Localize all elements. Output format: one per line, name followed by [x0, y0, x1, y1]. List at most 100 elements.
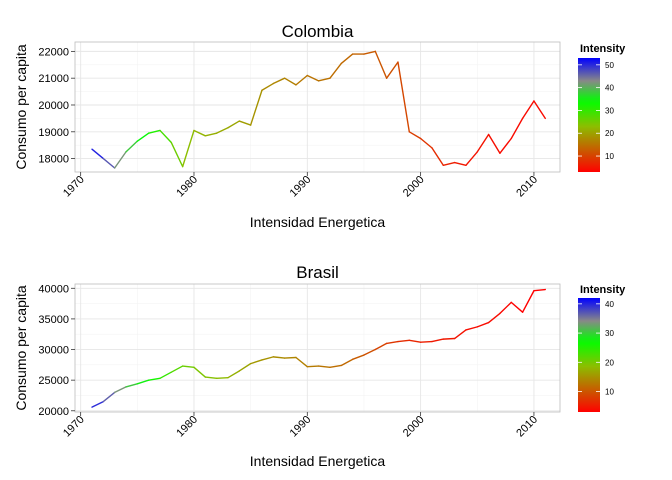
- y-tick-label: 40000: [38, 283, 69, 295]
- y-axis-title: Consumo per capita: [13, 285, 29, 411]
- series-line-segment: [408, 131, 422, 140]
- series-line-segment: [487, 312, 501, 324]
- series-line-segment: [419, 137, 433, 149]
- chart-panel-1: 18000 19000 20000 21000 22000 1970 1980 1990 200…: [13, 22, 626, 230]
- series-line-segment: [476, 321, 490, 328]
- x-tick-label: 2010: [514, 414, 540, 440]
- series-line-segment: [533, 288, 546, 292]
- x-tick-label: 2000: [401, 174, 427, 200]
- series-line-segment: [215, 377, 229, 380]
- series-line-segment: [136, 132, 150, 142]
- legend-colorbar: [578, 58, 600, 172]
- chart-title: Brasil: [296, 263, 339, 282]
- legend-title: Intensity: [580, 284, 626, 296]
- y-tick-label: 19000: [38, 127, 69, 139]
- series-line-segment: [204, 132, 218, 137]
- series-line-segment: [136, 379, 150, 385]
- x-tick-label: 1990: [288, 414, 314, 440]
- series-line-segment: [227, 120, 241, 129]
- series-line-segment: [431, 338, 444, 343]
- chart-title: Colombia: [282, 22, 354, 41]
- series-line-segment: [317, 365, 331, 368]
- series-line-segment: [374, 342, 388, 351]
- legend-colorbar: [578, 298, 600, 412]
- y-tick-label: 20000: [38, 406, 69, 418]
- y-tick-label: 30000: [38, 345, 69, 357]
- series-line-segment: [306, 74, 320, 82]
- series-line-segment: [465, 151, 478, 166]
- series-line-segment: [261, 356, 275, 361]
- series-line-segment: [329, 62, 342, 79]
- series-line-segment: [170, 141, 184, 168]
- series-line-segment: [431, 147, 444, 166]
- series-line-segment: [295, 356, 309, 368]
- y-tick-label: 20000: [38, 100, 69, 112]
- series-line-segment: [91, 400, 105, 408]
- series-line-segment: [317, 77, 331, 82]
- series-line-segment: [215, 127, 229, 134]
- x-tick-label: 1990: [288, 174, 314, 200]
- series-line-segment: [499, 301, 512, 315]
- x-tick-label: 2010: [514, 174, 540, 200]
- series-line-segment: [261, 82, 275, 91]
- series-line-segment: [147, 129, 161, 134]
- x-tick-label: 1980: [174, 174, 200, 200]
- series-line-segment: [363, 348, 376, 356]
- series-line-segment: [340, 358, 354, 367]
- series-line-segment: [329, 364, 342, 368]
- series-line-segment: [102, 157, 116, 169]
- legend-tick-label: 40: [605, 84, 614, 93]
- series-line-segment: [351, 354, 365, 361]
- series-line-segment: [170, 365, 184, 373]
- x-tick-label: 1970: [61, 174, 87, 200]
- series-line-segment: [283, 356, 297, 359]
- series-line-segment: [521, 290, 535, 313]
- series-line-segment: [113, 151, 127, 169]
- legend-title: Intensity: [580, 43, 626, 55]
- series-line-segment: [442, 337, 456, 340]
- x-tick-label: 2000: [401, 414, 427, 440]
- series-line-segment: [159, 129, 173, 144]
- x-tick-label: 1980: [174, 414, 200, 440]
- series-line-segment: [102, 391, 116, 403]
- series-line-segment: [295, 74, 309, 86]
- series-line-segment: [453, 161, 467, 166]
- series-line-segment: [397, 339, 410, 343]
- series-line-segment: [227, 370, 241, 379]
- series-line-segment: [487, 133, 501, 154]
- series-line-segment: [204, 376, 218, 380]
- series-line-segment: [272, 77, 286, 85]
- legend-tick-label: 20: [605, 358, 614, 367]
- series-line-segment: [385, 61, 399, 79]
- legend-tick-label: 30: [605, 329, 614, 338]
- series-line-segment: [147, 377, 161, 381]
- y-tick-label: 35000: [38, 314, 69, 326]
- series-line-segment: [306, 365, 320, 368]
- series-line-segment: [442, 161, 456, 166]
- x-axis-title: Intensidad Energetica: [250, 214, 386, 230]
- plot-background: [75, 284, 560, 412]
- series-line-segment: [453, 329, 467, 340]
- series-line-segment: [465, 326, 478, 331]
- series-line-segment: [510, 117, 524, 140]
- series-line-segment: [419, 340, 433, 343]
- series-line-segment: [159, 371, 173, 380]
- y-tick-label: 21000: [38, 73, 69, 85]
- series-line-segment: [125, 140, 139, 153]
- plot-background: [75, 42, 560, 172]
- x-axis-title: Intensidad Energetica: [250, 453, 386, 469]
- series-line-segment: [91, 148, 105, 160]
- series-line-segment: [125, 383, 139, 388]
- series-line-segment: [181, 365, 195, 368]
- series-line-segment: [193, 366, 207, 378]
- series-line-segment: [476, 133, 490, 153]
- plot-border: [74, 41, 561, 173]
- plot-border: [74, 283, 561, 413]
- series-line-segment: [510, 301, 524, 313]
- y-axis-title: Consumo per capita: [13, 44, 29, 170]
- series-line-segment: [499, 137, 512, 154]
- series-line-segment: [340, 53, 354, 65]
- series-line-segment: [181, 129, 195, 168]
